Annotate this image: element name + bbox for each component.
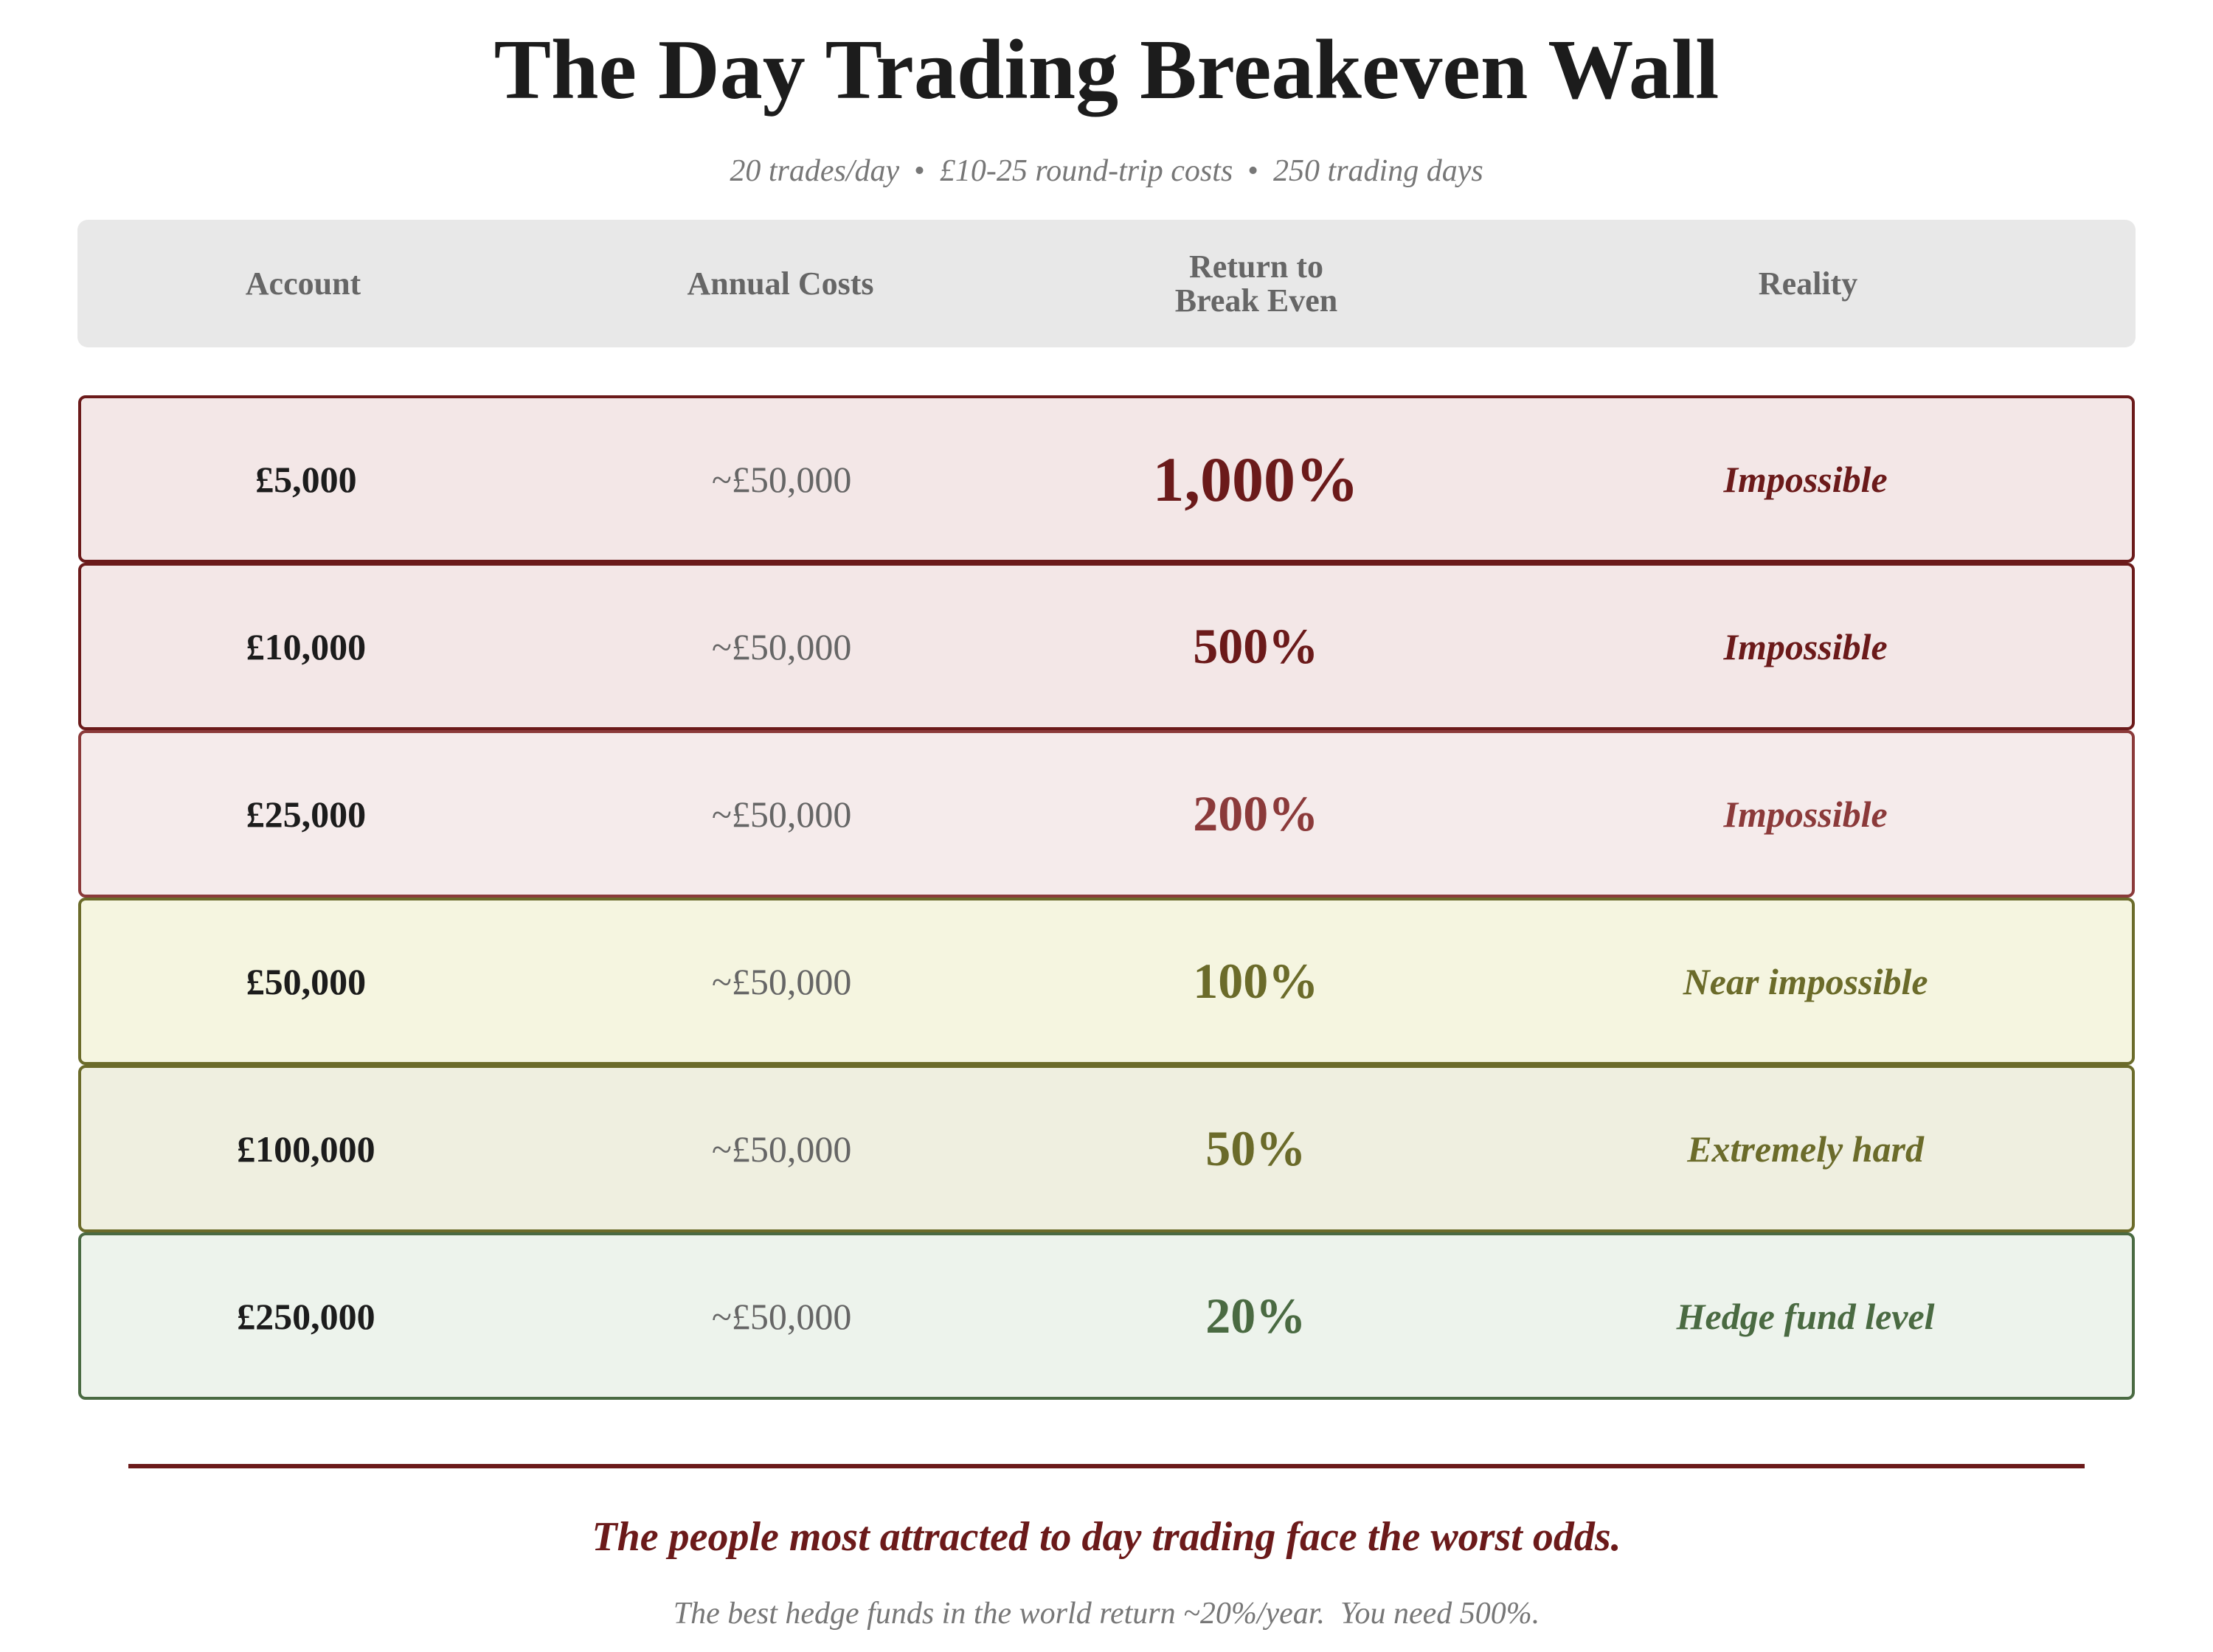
reality-cell: Extremely hard	[1687, 1128, 1925, 1170]
return-cell: 200%	[1193, 785, 1319, 841]
subtitle-costs: £10-25 round-trip costs	[939, 154, 1233, 188]
table-body: £5,000 ~£50,000 1,000% Impossible £10,000 ~£5…	[77, 395, 2136, 1400]
annual-cost-cell: ~£50,000	[711, 625, 852, 667]
annual-cost-cell: ~£50,000	[711, 793, 852, 835]
page-title: The Day Trading Breakeven Wall	[493, 23, 1720, 117]
table-row: £50,000 ~£50,000 100% Near impossible	[78, 898, 2135, 1065]
header-account: Account	[245, 265, 361, 302]
header-reality: Reality	[1758, 265, 1858, 302]
table-row: £250,000 ~£50,000 20% Hedge fund level	[78, 1232, 2135, 1400]
header-return-line2: Break Even	[1174, 282, 1338, 319]
table-header: Account Annual Costs Return to Break Eve…	[77, 220, 2136, 347]
reality-cell: Impossible	[1723, 625, 1888, 667]
table-row: £5,000 ~£50,000 1,000% Impossible	[78, 395, 2135, 563]
reality-cell: Impossible	[1723, 458, 1888, 500]
account-cell: £5,000	[255, 458, 357, 500]
account-cell: £10,000	[246, 625, 367, 667]
subtitle-days: 250 trading days	[1273, 154, 1483, 188]
quote: The people most attracted to day trading…	[592, 1514, 1621, 1560]
account-cell: £50,000	[246, 960, 367, 1002]
return-cell: 100%	[1193, 953, 1319, 1009]
return-cell: 500%	[1193, 618, 1319, 674]
return-cell: 50%	[1205, 1120, 1306, 1176]
table-row: £25,000 ~£50,000 200% Impossible	[78, 730, 2135, 898]
return-cell: 1,000%	[1152, 443, 1360, 515]
header-return: Return to Break Even	[1032, 248, 1480, 319]
subtitle-trades: 20 trades/day	[730, 154, 900, 188]
table-row: £100,000 ~£50,000 50% Extremely hard	[78, 1065, 2135, 1232]
account-cell: £250,000	[237, 1295, 375, 1337]
table-row: £10,000 ~£50,000 500% Impossible	[78, 563, 2135, 730]
annual-cost-cell: ~£50,000	[711, 1295, 852, 1337]
separator: •	[1247, 154, 1259, 188]
divider	[128, 1464, 2085, 1468]
footnote: The best hedge funds in the world return…	[673, 1597, 1540, 1631]
separator: •	[914, 154, 925, 188]
header-annual-costs: Annual Costs	[687, 265, 874, 302]
subtitle: 20 trades/day • £10-25 round-trip costs • 25…	[0, 153, 2213, 189]
account-cell: £25,000	[246, 793, 367, 835]
reality-cell: Hedge fund level	[1676, 1295, 1935, 1337]
header-return-line1: Return to	[1188, 248, 1324, 285]
reality-cell: Near impossible	[1683, 960, 1928, 1002]
return-cell: 20%	[1205, 1288, 1306, 1344]
annual-cost-cell: ~£50,000	[711, 960, 852, 1002]
reality-cell: Impossible	[1723, 793, 1888, 835]
account-cell: £100,000	[237, 1128, 375, 1170]
annual-cost-cell: ~£50,000	[711, 458, 852, 500]
annual-cost-cell: ~£50,000	[711, 1128, 852, 1170]
